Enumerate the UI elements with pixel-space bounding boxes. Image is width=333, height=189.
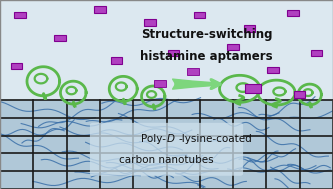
Text: Poly-: Poly- (142, 134, 166, 144)
Text: histamine aptamers: histamine aptamers (140, 50, 273, 63)
Text: -lysine-coated: -lysine-coated (178, 134, 252, 144)
Text: D: D (166, 134, 174, 144)
FancyBboxPatch shape (90, 123, 243, 176)
Text: Structure-switching: Structure-switching (141, 28, 272, 40)
Text: carbon nanotubes: carbon nanotubes (119, 155, 214, 165)
Bar (0, 100, 333, 189)
